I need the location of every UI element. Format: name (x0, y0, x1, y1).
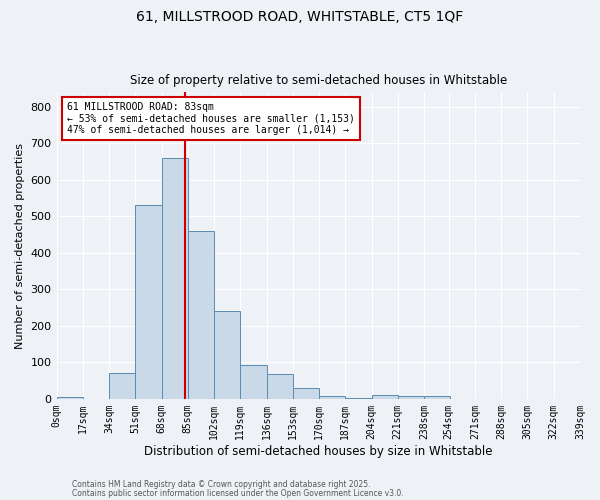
X-axis label: Distribution of semi-detached houses by size in Whitstable: Distribution of semi-detached houses by … (144, 444, 493, 458)
Text: Contains public sector information licensed under the Open Government Licence v3: Contains public sector information licen… (72, 488, 404, 498)
Bar (371, 395, 398, 399)
Bar (188, 231, 214, 399)
Bar (293, 388, 319, 399)
Text: Contains HM Land Registry data © Crown copyright and database right 2025.: Contains HM Land Registry data © Crown c… (72, 480, 371, 489)
Bar (135, 206, 161, 399)
Bar (266, 374, 293, 399)
Text: 61 MILLSTROOD ROAD: 83sqm
← 53% of semi-detached houses are smaller (1,153)
47% : 61 MILLSTROOD ROAD: 83sqm ← 53% of semi-… (67, 102, 355, 134)
Bar (161, 158, 188, 399)
Bar (319, 396, 345, 399)
Bar (345, 398, 371, 399)
Bar (214, 312, 240, 399)
Text: 61, MILLSTROOD ROAD, WHITSTABLE, CT5 1QF: 61, MILLSTROOD ROAD, WHITSTABLE, CT5 1QF (136, 10, 464, 24)
Y-axis label: Number of semi-detached properties: Number of semi-detached properties (15, 142, 25, 348)
Bar (398, 396, 424, 399)
Title: Size of property relative to semi-detached houses in Whitstable: Size of property relative to semi-detach… (130, 74, 507, 87)
Bar (424, 396, 450, 399)
Bar (109, 374, 135, 399)
Bar (240, 366, 266, 399)
Bar (56, 397, 83, 399)
